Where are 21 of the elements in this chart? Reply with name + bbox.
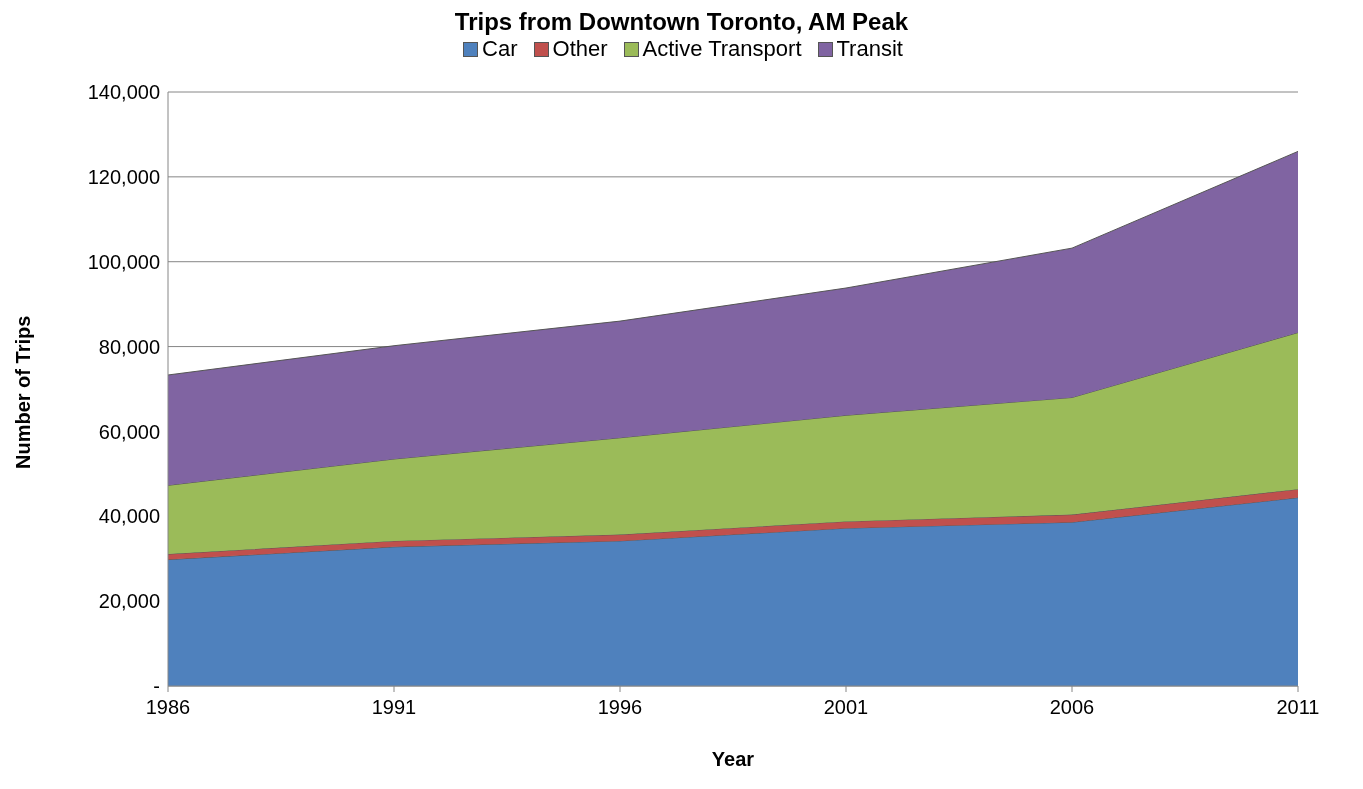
y-tick-label: 20,000 (98, 590, 160, 613)
x-tick-label: 1986 (145, 696, 191, 719)
y-tick-label: 120,000 (87, 165, 160, 188)
chart-title: Trips from Downtown Toronto, AM Peak (453, 8, 910, 36)
y-tick-label: 60,000 (98, 420, 160, 443)
legend-label: Active Transport (642, 36, 802, 62)
legend-label: Car (482, 36, 518, 62)
legend-label: Other (552, 36, 608, 62)
y-tick-label: 80,000 (98, 335, 160, 358)
legend-label: Transit (836, 36, 903, 62)
x-tick-label: 2006 (1049, 696, 1095, 719)
x-tick-label: 1996 (597, 696, 643, 719)
y-tick-label: - (153, 675, 160, 698)
y-tick-label: 100,000 (87, 250, 160, 273)
x-tick-label: 1991 (371, 696, 417, 719)
y-tick-label: 140,000 (87, 81, 160, 104)
y-axis-title: Number of Trips (12, 315, 35, 469)
x-tick-label: 2001 (823, 696, 869, 719)
x-axis-title: Year (711, 748, 755, 770)
y-tick-label: 40,000 (98, 505, 160, 528)
x-tick-label: 2011 (1276, 696, 1320, 719)
